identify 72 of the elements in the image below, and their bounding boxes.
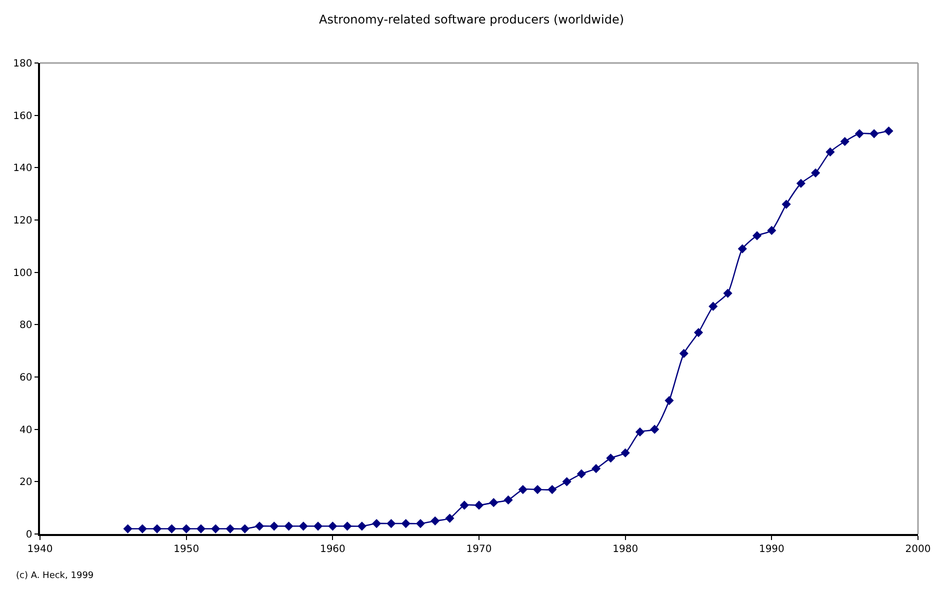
point xyxy=(532,484,542,494)
point xyxy=(738,244,747,254)
point xyxy=(650,424,660,434)
point xyxy=(664,396,674,406)
point xyxy=(460,500,469,510)
point xyxy=(430,516,440,526)
point xyxy=(752,231,762,240)
point xyxy=(854,129,864,138)
text: (c) A. Heck, 1999 xyxy=(16,571,94,581)
point xyxy=(489,498,498,508)
point xyxy=(357,522,366,531)
x-tick-label: 2000 xyxy=(905,544,931,555)
point xyxy=(167,524,176,534)
point xyxy=(504,495,513,505)
point xyxy=(372,518,382,528)
point xyxy=(620,448,630,458)
point xyxy=(474,500,484,510)
point xyxy=(226,524,235,534)
point xyxy=(884,126,894,136)
chart-title: Astronomy-related software producers (worldwide) xyxy=(318,12,624,26)
point xyxy=(313,522,323,531)
y-tick-label: 0 xyxy=(26,530,32,540)
point xyxy=(606,454,616,463)
point xyxy=(840,136,850,146)
point xyxy=(635,427,645,436)
y-tick-label: 140 xyxy=(13,163,32,174)
point xyxy=(284,522,294,531)
point xyxy=(767,226,776,236)
y-tick-label: 120 xyxy=(13,216,32,226)
point xyxy=(679,348,688,358)
y-tick-label: 80 xyxy=(20,320,32,332)
y-tick-label: 60 xyxy=(20,372,32,384)
y-tick-label: 40 xyxy=(20,424,32,436)
point xyxy=(386,518,396,528)
point xyxy=(708,302,718,311)
point xyxy=(123,524,132,534)
point xyxy=(152,524,162,534)
point xyxy=(548,484,557,494)
point xyxy=(240,524,250,534)
point xyxy=(196,524,206,534)
x-tick-label: 1960 xyxy=(320,544,346,555)
point xyxy=(416,518,426,528)
point xyxy=(270,522,279,531)
x-tick-label: 1940 xyxy=(27,544,53,555)
point xyxy=(592,464,601,474)
point xyxy=(211,524,220,534)
y-tick-label: 20 xyxy=(20,477,32,488)
point xyxy=(254,522,264,531)
point xyxy=(342,522,352,531)
y-tick-label: 160 xyxy=(13,110,32,122)
point xyxy=(723,288,732,298)
point xyxy=(518,484,528,494)
x-tick-label: 1980 xyxy=(612,544,638,555)
point xyxy=(782,200,791,209)
y-tick-label: 180 xyxy=(13,58,32,70)
point xyxy=(870,129,879,138)
point xyxy=(811,168,820,178)
x-tick-label: 1970 xyxy=(466,544,492,555)
point xyxy=(138,524,147,534)
point xyxy=(826,147,835,157)
point xyxy=(796,178,806,188)
point xyxy=(328,522,338,531)
point xyxy=(445,514,454,523)
point xyxy=(298,522,308,531)
x-tick-label: 1950 xyxy=(174,544,200,555)
point xyxy=(576,469,586,478)
point xyxy=(401,518,410,528)
point xyxy=(182,524,191,534)
point xyxy=(562,477,572,486)
point xyxy=(694,328,704,338)
x-tick-label: 1990 xyxy=(758,544,784,555)
y-tick-label: 100 xyxy=(13,268,32,279)
